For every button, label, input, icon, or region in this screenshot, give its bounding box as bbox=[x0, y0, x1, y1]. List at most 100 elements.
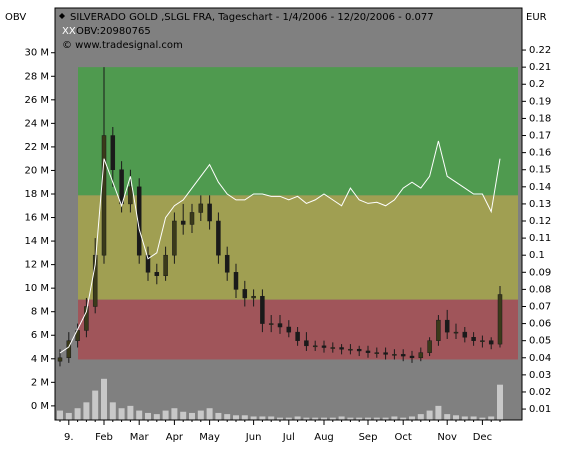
candle-body bbox=[172, 220, 177, 256]
volume-bar bbox=[453, 415, 459, 420]
volume-bar bbox=[241, 415, 248, 420]
x-tick-label: Jul bbox=[282, 432, 295, 443]
candle-body bbox=[216, 220, 221, 256]
volume-bar bbox=[444, 414, 451, 420]
copyright: © www.tradesignal.com bbox=[62, 40, 183, 51]
volume-bar bbox=[83, 402, 90, 420]
y2-tick-label: 0.18 bbox=[529, 113, 551, 124]
y-tick-label: 4 M bbox=[31, 354, 49, 365]
volume-bar bbox=[312, 417, 319, 420]
volume-bar bbox=[497, 384, 503, 420]
volume-bar bbox=[162, 410, 169, 420]
title-icon bbox=[59, 13, 65, 19]
y2-tick-label: 0.15 bbox=[529, 165, 551, 176]
volume-bar bbox=[409, 416, 415, 420]
x-tick-label: 9. bbox=[64, 432, 74, 443]
volume-bar bbox=[488, 416, 495, 420]
volume-bar bbox=[479, 417, 486, 420]
y2-tick-label: 0.19 bbox=[529, 96, 551, 107]
candle-body bbox=[233, 272, 239, 290]
volume-bar bbox=[197, 410, 204, 420]
volume-bar bbox=[426, 410, 433, 420]
x-tick-label: Nov bbox=[437, 432, 457, 443]
volume-bar bbox=[470, 416, 477, 420]
volume-bar bbox=[171, 408, 178, 420]
candle-body bbox=[444, 319, 450, 333]
volume-bar bbox=[259, 416, 266, 420]
candle-body bbox=[260, 295, 265, 324]
x-tick-label: Sep bbox=[359, 432, 378, 443]
y2-tick-label: 0.03 bbox=[529, 370, 551, 381]
y-tick-label: 8 M bbox=[31, 307, 49, 318]
candle-body bbox=[312, 345, 318, 348]
y-tick-label: 18 M bbox=[24, 189, 49, 200]
candle-body bbox=[66, 340, 72, 359]
volume-bar bbox=[206, 408, 213, 420]
volume-bar bbox=[118, 408, 125, 420]
volume-bar bbox=[127, 405, 134, 420]
volume-bar bbox=[233, 415, 239, 420]
candle-body bbox=[488, 340, 494, 345]
y2-tick-label: 0.1 bbox=[529, 250, 545, 261]
y-tick-label: 10 M bbox=[24, 283, 49, 294]
y2-tick-label: 0.07 bbox=[529, 301, 551, 312]
volume-bar bbox=[136, 410, 143, 420]
candle-body bbox=[180, 220, 186, 225]
candle-body bbox=[145, 254, 151, 273]
candle-body bbox=[57, 357, 63, 362]
candle-body bbox=[128, 186, 133, 205]
candle-body bbox=[251, 295, 256, 299]
candle-body bbox=[374, 352, 380, 354]
x-tick-label: Mar bbox=[130, 432, 150, 443]
volume-bar bbox=[268, 416, 275, 420]
x-tick-label: Aug bbox=[314, 432, 334, 443]
volume-bar bbox=[365, 417, 371, 420]
volume-bar bbox=[347, 417, 354, 420]
y2-tick-label: 0.17 bbox=[529, 131, 551, 142]
volume-bar bbox=[277, 417, 283, 420]
candle-body bbox=[436, 319, 441, 341]
y2-tick-label: 0.08 bbox=[529, 284, 551, 295]
y2-tick-label: 0.12 bbox=[529, 216, 551, 227]
y2-tick-label: 0.14 bbox=[529, 182, 551, 193]
candle-body bbox=[427, 340, 432, 353]
y2-tick-label: 0.2 bbox=[529, 79, 545, 90]
y2-tick-label: 0.13 bbox=[529, 199, 551, 210]
x-tick-label: Jun bbox=[245, 432, 262, 443]
y-tick-label: 30 M bbox=[24, 48, 49, 59]
volume-bar bbox=[215, 412, 222, 420]
y2-tick-label: 0.16 bbox=[529, 148, 551, 159]
candle-body bbox=[418, 352, 424, 359]
y2-tick-label: 0.04 bbox=[529, 353, 551, 364]
x-tick-label: Oct bbox=[395, 432, 412, 443]
candle-body bbox=[339, 347, 344, 350]
volume-bar bbox=[294, 416, 301, 420]
x-tick-label: Apr bbox=[166, 432, 184, 443]
y-tick-label: 24 M bbox=[24, 118, 49, 129]
y-tick-label: 22 M bbox=[24, 142, 49, 153]
y2-tick-label: 0.06 bbox=[529, 319, 551, 330]
candle-body bbox=[110, 135, 116, 170]
candle-body bbox=[348, 348, 353, 351]
volume-bar bbox=[65, 412, 72, 420]
x-tick-label: Feb bbox=[95, 432, 113, 443]
y2-tick-label: 0.05 bbox=[529, 336, 551, 347]
y-tick-label: 20 M bbox=[24, 165, 49, 176]
y-tick-label: 26 M bbox=[24, 95, 49, 106]
candle-body bbox=[462, 331, 468, 338]
y2-tick-label: 0.02 bbox=[529, 387, 551, 398]
y2-axis-label: EUR bbox=[526, 12, 547, 23]
candle-body bbox=[497, 294, 503, 345]
zone bbox=[78, 67, 518, 196]
volume-bar bbox=[400, 417, 407, 420]
candle-body bbox=[189, 212, 195, 225]
candle-body bbox=[365, 350, 371, 353]
volume-bar bbox=[224, 414, 231, 420]
candle-body bbox=[268, 323, 274, 325]
y2-tick-label: 0.09 bbox=[529, 267, 551, 278]
y-tick-label: 0 M bbox=[31, 401, 49, 412]
obv-line bbox=[59, 140, 501, 354]
y-tick-label: 12 M bbox=[24, 260, 49, 271]
volume-bar bbox=[285, 417, 292, 420]
candle-body bbox=[198, 203, 204, 213]
